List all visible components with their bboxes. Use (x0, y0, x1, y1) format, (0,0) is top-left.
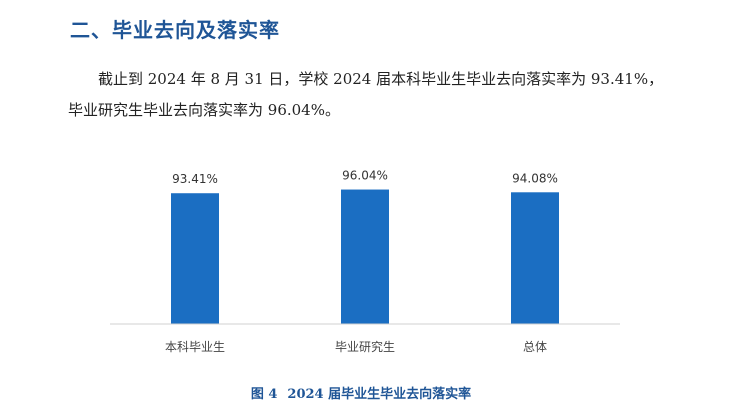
summary-paragraph: 截止到 2024 年 8 月 31 日，学校 2024 届本科毕业生毕业去向落实… (68, 64, 708, 126)
bar-1 (341, 189, 389, 324)
bar-value-label: 96.04% (342, 169, 388, 183)
section-heading: 二、毕业去向及落实率 (70, 18, 280, 42)
bar-0 (171, 193, 219, 324)
figure-title: 2024 届毕业生毕业去向落实率 (287, 387, 472, 402)
bar-2 (511, 192, 559, 324)
figure-number: 图 4 (250, 387, 278, 402)
category-tick-label: 本科毕业生 (165, 340, 225, 354)
bar-value-label: 93.41% (172, 172, 218, 186)
figure-caption: 图 4 2024 届毕业生毕业去向落实率 (0, 383, 732, 402)
summary-line-2: 毕业研究生毕业去向落实率为 96.04%。 (68, 101, 340, 119)
placement-rate-bar-chart: 93.41% 本科毕业生 96.04% 毕业研究生 94.08% 总体 (110, 169, 620, 354)
summary-line-1: 截止到 2024 年 8 月 31 日，学校 2024 届本科毕业生毕业去向落实… (98, 70, 664, 88)
category-tick-label: 总体 (523, 340, 547, 354)
category-tick-label: 毕业研究生 (335, 339, 395, 354)
bar-value-label: 94.08% (512, 171, 558, 185)
